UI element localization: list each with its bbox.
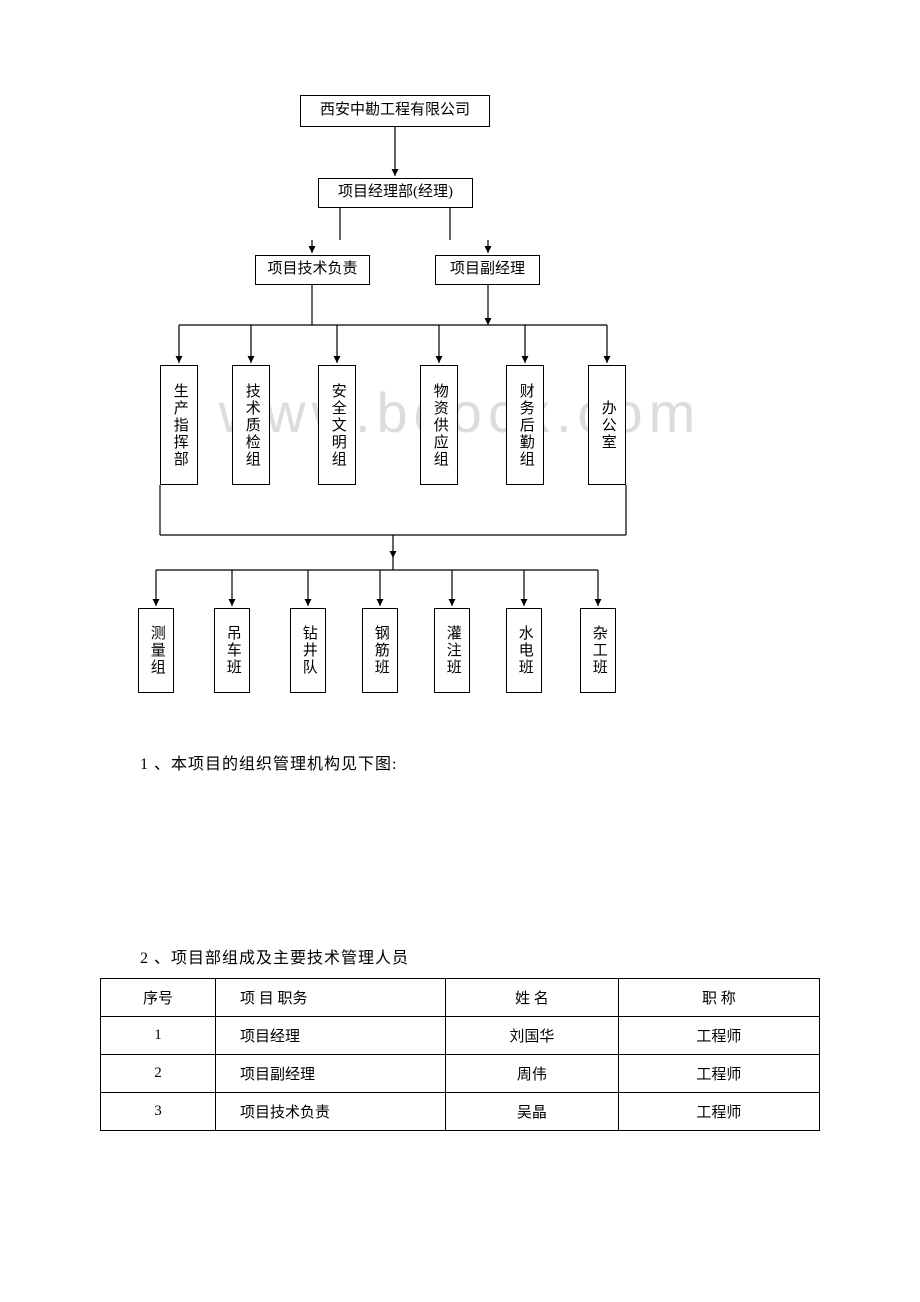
th-index: 序号	[101, 979, 216, 1017]
node-team-misc: 杂工班	[580, 608, 616, 693]
cell-title: 工程师	[618, 1017, 819, 1055]
personnel-table: 序号 项 目 职务 姓 名 职 称 1 项目经理 刘国华 工程师 2 项目副经理…	[100, 978, 820, 1131]
node-team-pour: 灌注班	[434, 608, 470, 693]
node-team-elec: 水电班	[506, 608, 542, 693]
org-chart: www.bdocx.com	[100, 80, 820, 720]
caption-2: 2 、项目部组成及主要技术管理人员	[140, 944, 820, 968]
table-row: 2 项目副经理 周伟 工程师	[101, 1055, 820, 1093]
node-team-rebar: 钢筋班	[362, 608, 398, 693]
node-pm-dept: 项目经理部(经理)	[318, 178, 473, 208]
node-dept-supply: 物资供应组	[420, 365, 458, 485]
cell-name: 吴晶	[446, 1093, 619, 1131]
cell-title: 工程师	[618, 1093, 819, 1131]
table-row: 3 项目技术负责 吴晶 工程师	[101, 1093, 820, 1131]
cell-position: 项目副经理	[216, 1055, 446, 1093]
node-team-drill: 钻井队	[290, 608, 326, 693]
caption-1: 1 、本项目的组织管理机构见下图:	[140, 750, 820, 774]
node-dept-office: 办公室	[588, 365, 626, 485]
table-row: 1 项目经理 刘国华 工程师	[101, 1017, 820, 1055]
cell-position: 项目技术负责	[216, 1093, 446, 1131]
node-team-crane: 吊车班	[214, 608, 250, 693]
node-tech-lead: 项目技术负责	[255, 255, 370, 285]
th-name: 姓 名	[446, 979, 619, 1017]
cell-position: 项目经理	[216, 1017, 446, 1055]
node-dept-finance: 财务后勤组	[506, 365, 544, 485]
node-dept-safety: 安全文明组	[318, 365, 356, 485]
table-header-row: 序号 项 目 职务 姓 名 职 称	[101, 979, 820, 1017]
node-company: 西安中勘工程有限公司	[300, 95, 490, 127]
cell-title: 工程师	[618, 1055, 819, 1093]
node-team-survey: 测量组	[138, 608, 174, 693]
cell-index: 3	[101, 1093, 216, 1131]
th-title: 职 称	[618, 979, 819, 1017]
cell-name: 刘国华	[446, 1017, 619, 1055]
node-dept-qc: 技术质检组	[232, 365, 270, 485]
cell-index: 1	[101, 1017, 216, 1055]
cell-name: 周伟	[446, 1055, 619, 1093]
node-deputy-pm: 项目副经理	[435, 255, 540, 285]
cell-index: 2	[101, 1055, 216, 1093]
th-position: 项 目 职务	[216, 979, 446, 1017]
watermark: www.bdocx.com	[219, 380, 702, 445]
node-dept-production: 生产指挥部	[160, 365, 198, 485]
